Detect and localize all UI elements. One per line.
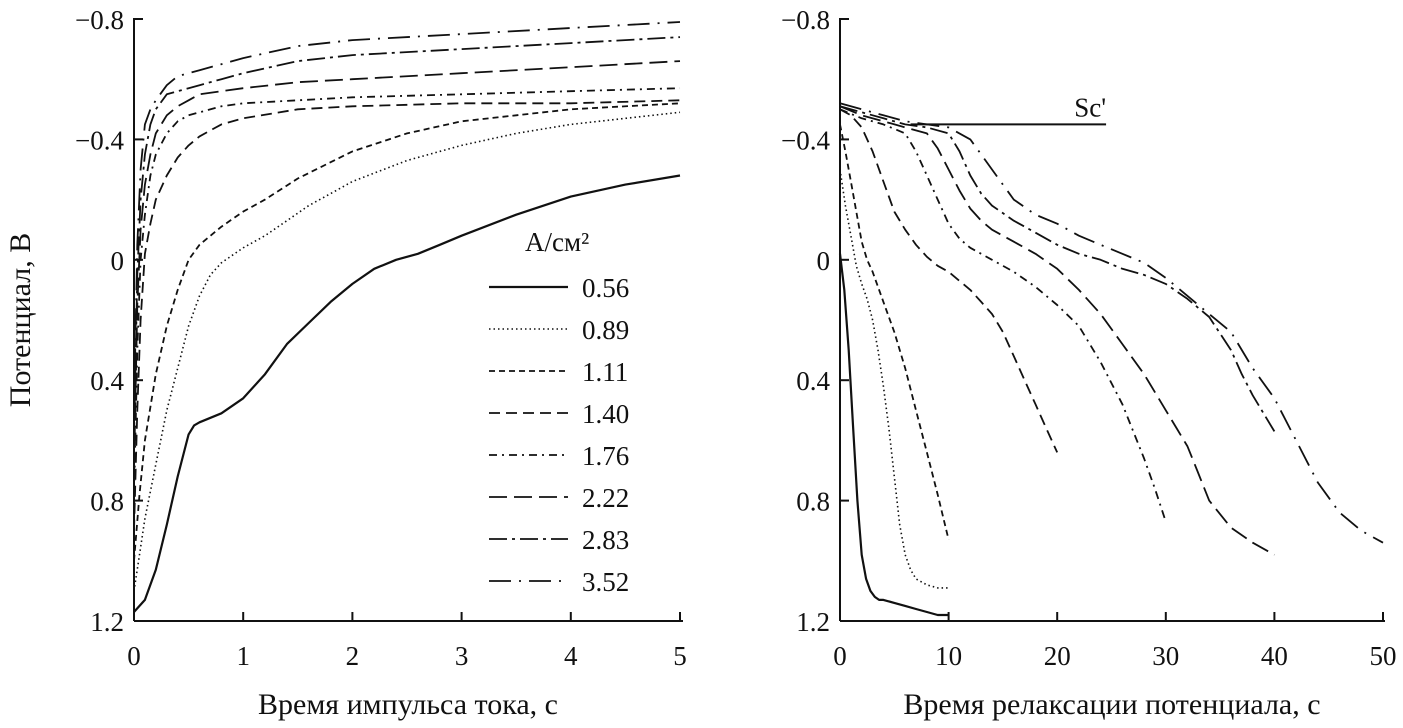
left-y-tick-label: 1.2 <box>90 607 124 637</box>
legend-label-1_11: 1.11 <box>582 357 628 387</box>
legend-label-3_52: 3.52 <box>582 567 629 597</box>
right-x-tick-label: 40 <box>1261 641 1288 671</box>
left-y-axis-title: Потенциал, В <box>4 233 37 407</box>
left-x-tick-label: 5 <box>673 641 687 671</box>
right-series-line-2_22 <box>839 105 1275 556</box>
right-series-line-3_52 <box>839 102 1384 544</box>
left-y-tick-label: −0.8 <box>75 5 124 35</box>
right-y-tick-label: 0.8 <box>796 487 830 517</box>
right-series-line-0_89 <box>839 169 949 589</box>
left-series-line-0_89 <box>133 111 681 592</box>
left-y-tick-label: 0.8 <box>90 487 124 517</box>
right-x-tick-label: 0 <box>833 641 847 671</box>
left-y-tick-label: −0.4 <box>75 125 124 155</box>
left-series-line-3_52 <box>133 21 681 411</box>
left-series-line-1_76 <box>133 87 681 501</box>
left-series-line-2_22 <box>133 60 681 471</box>
left-y-tick-label: 0 <box>111 246 125 276</box>
left-x-tick-label: 4 <box>564 641 578 671</box>
right-y-tick-label: 0.4 <box>796 366 830 396</box>
right-x-tick-label: 50 <box>1370 641 1397 671</box>
legend-label-0_89: 0.89 <box>582 315 629 345</box>
legend-title: A/см² <box>525 227 589 257</box>
left-x-axis-title: Время импульса тока, с <box>258 688 558 721</box>
legend: A/см² 0.56 0.89 1.11 1.40 1.76 2.22 2.83 3.52 <box>489 227 629 597</box>
sc-annotation: Sc' <box>910 92 1107 126</box>
right-x-tick-label: 30 <box>1152 641 1179 671</box>
legend-label-2_83: 2.83 <box>582 525 629 555</box>
right-x-tick-label: 10 <box>935 641 962 671</box>
left-x-tick-label: 0 <box>127 641 141 671</box>
left-y-tick-label: 0.4 <box>90 366 124 396</box>
right-y-tick-label: 0 <box>817 246 831 276</box>
right-x-tick-label: 20 <box>1044 641 1071 671</box>
legend-label-0_56: 0.56 <box>582 273 629 303</box>
left-x-tick-label: 3 <box>455 641 469 671</box>
right-series-line-2_83 <box>839 105 1276 432</box>
right-chart-panel: 0 10 20 30 40 50 −0.8 −0.4 0 0.4 0.8 1.2 Время рела… <box>781 5 1396 721</box>
right-series-line-1_76 <box>839 108 1167 522</box>
left-series-line-2_83 <box>133 36 681 441</box>
left-chart-panel: 0 1 2 3 4 5 −0.8 −0.4 0 0.4 0.8 1.2 Время импульса … <box>4 5 687 721</box>
right-y-tick-label: −0.4 <box>781 125 830 155</box>
left-series-line-1_40 <box>133 99 681 531</box>
legend-label-1_76: 1.76 <box>582 441 629 471</box>
left-series-line-0_56 <box>133 174 681 613</box>
right-y-tick-label: −0.8 <box>781 5 830 35</box>
right-x-axis-title: Время релаксации потенциала, с <box>903 688 1320 721</box>
right-series-line-1_40 <box>839 108 1059 453</box>
left-x-tick-label: 2 <box>346 641 360 671</box>
legend-label-1_40: 1.40 <box>582 399 629 429</box>
right-series-line-1_11 <box>839 124 950 540</box>
right-series-line-0_56 <box>838 253 949 617</box>
left-x-tick-label: 1 <box>236 641 250 671</box>
right-y-tick-label: 1.2 <box>796 607 830 637</box>
sc-annotation-label: Sc' <box>1074 92 1106 122</box>
legend-label-2_22: 2.22 <box>582 483 629 513</box>
